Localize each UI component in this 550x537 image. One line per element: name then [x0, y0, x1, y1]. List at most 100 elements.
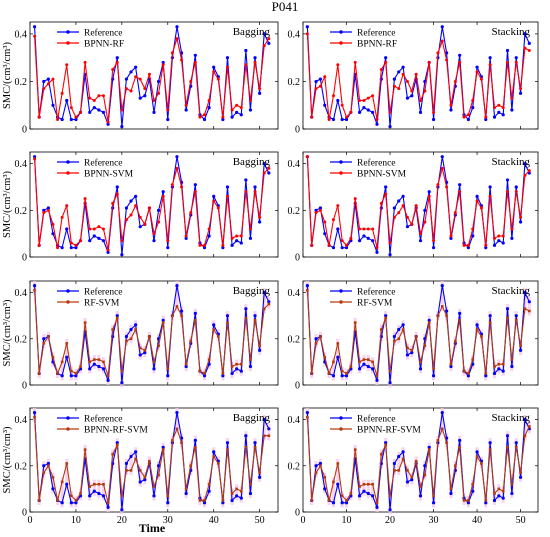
point-prediction: [453, 211, 457, 215]
point-prediction: [189, 211, 193, 215]
point-reference: [92, 489, 96, 493]
point-reference: [225, 314, 230, 318]
point-prediction: [239, 106, 243, 110]
point-reference: [193, 311, 197, 315]
point-reference: [202, 501, 207, 505]
point-reference: [106, 505, 110, 509]
point-prediction: [319, 335, 322, 338]
point-prediction: [115, 60, 119, 64]
point-reference: [120, 381, 124, 385]
point-prediction: [380, 452, 383, 456]
point-prediction: [427, 60, 431, 64]
legend-swatch-marker: [339, 41, 343, 45]
point-prediction: [436, 51, 440, 55]
point-prediction: [358, 227, 362, 231]
point-prediction: [423, 220, 427, 224]
point-prediction: [305, 32, 309, 36]
point-prediction: [388, 494, 392, 498]
point-prediction: [253, 190, 257, 194]
point-reference: [32, 25, 37, 29]
legend-label: Reference: [84, 414, 123, 425]
legend-label: Reference: [84, 287, 123, 298]
uncertainty-band: [65, 338, 69, 362]
point-prediction: [310, 499, 314, 502]
uncertainty-band: [262, 414, 266, 441]
point-prediction: [148, 335, 151, 338]
point-reference: [410, 478, 414, 482]
point-prediction: [401, 457, 405, 461]
point-prediction: [46, 208, 50, 212]
y-axis-label: SMC/(cm³/cm³): [2, 42, 13, 109]
point-reference: [362, 234, 366, 238]
y-tick-label: 0.4: [288, 29, 301, 40]
point-prediction: [97, 94, 101, 98]
point-reference: [384, 314, 388, 318]
point-prediction: [510, 96, 514, 100]
point-prediction: [393, 339, 396, 343]
point-prediction: [384, 192, 388, 196]
point-reference: [106, 122, 110, 126]
point-prediction: [466, 243, 470, 247]
uncertainty-band: [152, 481, 156, 501]
legend-swatch-marker: [339, 171, 343, 175]
point-prediction: [207, 98, 211, 102]
point-reference: [475, 65, 479, 69]
point-prediction: [310, 243, 314, 247]
point-reference: [175, 25, 179, 29]
y-tick-label: 0: [295, 508, 300, 519]
point-reference: [475, 194, 479, 198]
point-reference: [418, 239, 423, 243]
point-prediction: [323, 220, 327, 224]
point-prediction: [384, 443, 387, 447]
method-label: Bagging: [233, 26, 271, 38]
point-prediction: [497, 103, 501, 107]
point-reference: [262, 417, 266, 422]
point-reference: [88, 494, 92, 498]
point-prediction: [514, 60, 518, 64]
legend-swatch-marker: [66, 41, 70, 45]
point-prediction: [314, 87, 318, 91]
point-prediction: [423, 344, 427, 348]
point-prediction: [306, 288, 309, 292]
point-prediction: [493, 365, 496, 368]
point-prediction: [189, 464, 193, 468]
uncertainty-band: [51, 472, 55, 494]
point-prediction: [492, 106, 496, 110]
point-reference: [92, 362, 96, 366]
legend-swatch-marker: [339, 160, 343, 164]
point-reference: [156, 208, 161, 212]
point-prediction: [427, 321, 431, 324]
point-reference: [497, 239, 501, 243]
point-reference: [42, 208, 46, 212]
y-tick-label: 0: [22, 253, 27, 264]
point-prediction: [440, 427, 444, 431]
point-reference: [331, 501, 336, 505]
point-prediction: [440, 166, 444, 170]
point-prediction: [458, 318, 461, 322]
point-prediction: [371, 360, 374, 364]
uncertainty-band: [101, 479, 106, 501]
plot-frame: [302, 21, 539, 130]
point-reference: [175, 411, 179, 415]
point-reference: [161, 318, 165, 322]
point-reference: [427, 190, 431, 194]
point-reference: [65, 355, 69, 359]
point-reference: [207, 106, 211, 110]
point-prediction: [405, 79, 409, 83]
legend-label: Reference: [84, 158, 123, 169]
point-reference: [375, 250, 379, 254]
series-line-prediction: [306, 417, 530, 503]
x-tick-label: 20: [385, 515, 395, 526]
point-reference: [388, 253, 392, 257]
point-prediction: [138, 77, 142, 81]
point-prediction: [432, 367, 435, 371]
point-reference: [318, 206, 323, 210]
series-line-prediction: [34, 36, 270, 122]
x-tick-label: 50: [516, 515, 526, 526]
point-prediction: [56, 499, 59, 502]
point-reference: [207, 234, 211, 238]
point-prediction: [392, 215, 396, 219]
point-reference: [466, 501, 470, 505]
point-reference: [397, 70, 401, 74]
point-reference: [239, 496, 243, 500]
